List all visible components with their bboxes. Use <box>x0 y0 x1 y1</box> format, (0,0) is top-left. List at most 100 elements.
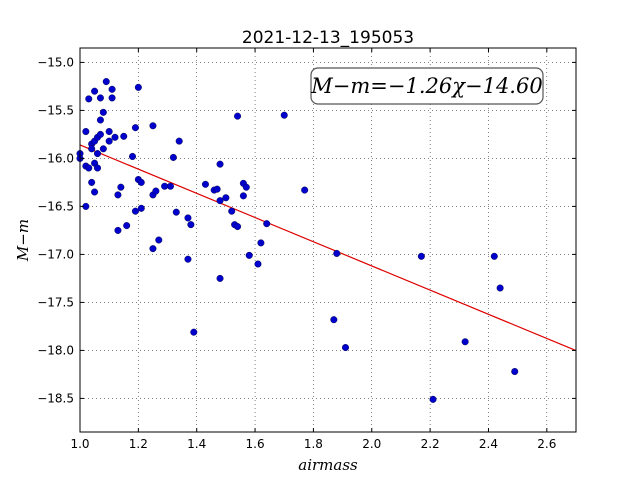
data-point <box>213 185 221 193</box>
y-tick-label: −15.0 <box>37 55 74 69</box>
data-point <box>234 223 242 231</box>
data-point <box>85 164 93 172</box>
data-point <box>301 186 309 194</box>
data-point <box>85 95 93 103</box>
x-tick-label: 1.4 <box>187 437 206 451</box>
data-point <box>184 255 192 263</box>
data-point <box>111 133 119 141</box>
data-point <box>91 188 99 196</box>
x-tick-label: 2.4 <box>479 437 498 451</box>
y-tick-label: −16.5 <box>37 199 74 213</box>
data-point <box>172 208 180 216</box>
data-point <box>330 316 338 324</box>
data-point <box>461 338 469 346</box>
data-point <box>129 152 137 160</box>
data-point <box>216 197 224 205</box>
data-point <box>184 214 192 222</box>
data-point <box>201 180 209 188</box>
data-point <box>94 150 102 158</box>
grid-lines <box>79 48 576 432</box>
data-point <box>91 87 99 95</box>
data-point <box>280 111 288 119</box>
data-point <box>96 116 104 124</box>
data-point <box>242 183 250 191</box>
data-point <box>190 328 198 336</box>
data-point <box>511 368 519 376</box>
x-tick-label: 1.0 <box>70 437 89 451</box>
data-point <box>254 260 262 268</box>
data-point <box>96 94 104 102</box>
y-tick-label: −16.0 <box>37 151 74 165</box>
data-point <box>120 132 128 140</box>
data-point <box>228 207 236 215</box>
y-tick-label: −15.5 <box>37 103 74 117</box>
annotation-frame <box>310 67 544 105</box>
x-axis-label: airmass <box>298 456 358 474</box>
x-tick-label: 2.6 <box>537 437 556 451</box>
data-point <box>131 124 139 132</box>
data-point <box>102 78 110 86</box>
data-point <box>114 226 122 234</box>
data-point <box>490 252 498 260</box>
x-axis-ticks: 1.0 1.2 1.4 1.6 1.8 2.0 2.2 2.4 2.6 <box>70 48 556 451</box>
data-point <box>108 94 116 102</box>
data-point <box>105 137 113 145</box>
plot-area: 1.0 1.2 1.4 1.6 1.8 2.0 2.2 2.4 2.6 −15.0−15.5−1… <box>37 47 577 451</box>
y-tick-label: −17.0 <box>37 247 74 261</box>
data-point <box>82 128 90 136</box>
data-point <box>263 220 271 228</box>
y-axis-ticks: −15.0 −15.5 −16.0 −16.5 −17.0 −17.5 −18.0 −18.5 <box>37 55 576 405</box>
data-point <box>342 344 350 352</box>
data-point <box>88 145 96 153</box>
x-tick-label: 1.2 <box>129 437 148 451</box>
x-tick-label: 2.2 <box>421 437 440 451</box>
data-point <box>234 112 242 120</box>
x-tick-label: 1.8 <box>304 437 323 451</box>
plot-frame <box>79 47 577 433</box>
data-point <box>496 284 504 292</box>
data-point <box>245 251 253 259</box>
fit-equation: M−m=−1.26χ−14.60 <box>310 74 542 98</box>
x-tick-label: 1.6 <box>246 437 265 451</box>
chart-title: 2021-12-13_195053 <box>242 28 414 48</box>
plot-background <box>80 48 576 432</box>
y-tick-label: −17.5 <box>37 295 74 309</box>
data-point <box>99 108 107 116</box>
data-point <box>417 252 425 260</box>
data-point <box>88 178 96 186</box>
data-point <box>216 274 224 282</box>
data-point <box>134 83 142 91</box>
data-points <box>76 78 519 403</box>
data-point <box>94 164 102 172</box>
data-point <box>187 221 195 229</box>
data-point <box>96 130 104 138</box>
data-point <box>257 239 265 247</box>
data-point <box>131 207 139 215</box>
y-tick-label: −18.0 <box>37 343 74 357</box>
data-point <box>239 192 247 200</box>
data-point <box>137 204 145 212</box>
data-point <box>166 182 174 190</box>
data-point <box>137 178 145 186</box>
data-point <box>152 187 160 195</box>
data-point <box>114 191 122 199</box>
data-point <box>216 160 224 168</box>
data-point <box>105 128 113 136</box>
data-point <box>169 153 177 161</box>
data-point <box>175 137 183 145</box>
y-tick-label: −18.5 <box>37 391 74 405</box>
data-point <box>333 249 341 257</box>
data-point <box>99 145 107 153</box>
data-point <box>222 194 230 202</box>
data-point <box>149 245 157 253</box>
x-tick-label: 2.0 <box>362 437 381 451</box>
data-point <box>161 182 169 190</box>
data-point <box>155 236 163 244</box>
y-axis-label: M−m <box>14 219 32 262</box>
data-point <box>123 222 131 230</box>
data-point <box>429 395 437 403</box>
annotation-box: M−m=−1.26χ−14.60 <box>310 67 544 105</box>
data-point <box>108 85 116 93</box>
data-point <box>117 183 125 191</box>
